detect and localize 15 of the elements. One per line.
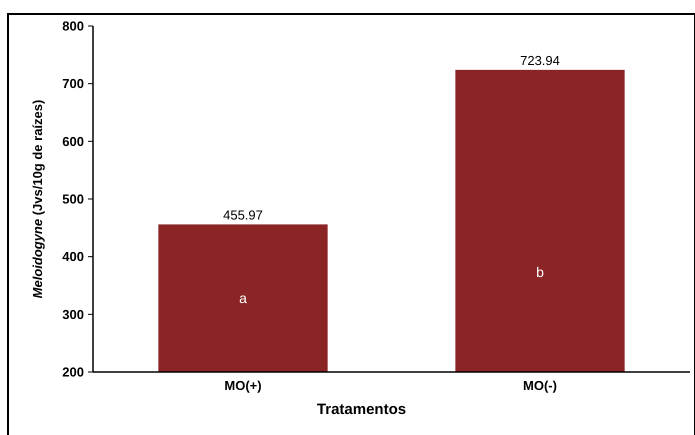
x-tick-label: MO(-) (523, 378, 557, 393)
annotation: a (239, 290, 248, 306)
y-tick-label: 400 (62, 249, 84, 264)
annotation: b (536, 264, 544, 280)
x-axis-title: Tratamentos (316, 401, 406, 418)
y-tick-label: 300 (62, 306, 84, 322)
y-tick-label: 200 (62, 364, 84, 380)
x-tick-label: MO(+) (224, 378, 262, 393)
y-tick-label: 500 (62, 192, 84, 207)
y-tick-label: 700 (62, 76, 84, 92)
y-axis-title: Meloidogyne (Jvs/10g de raízes) (30, 100, 45, 298)
data-label: 455.97 (223, 207, 263, 222)
y-tick-label: 800 (62, 18, 84, 34)
y-tick-label: 600 (62, 134, 84, 149)
data-label: 723.94 (520, 52, 560, 68)
